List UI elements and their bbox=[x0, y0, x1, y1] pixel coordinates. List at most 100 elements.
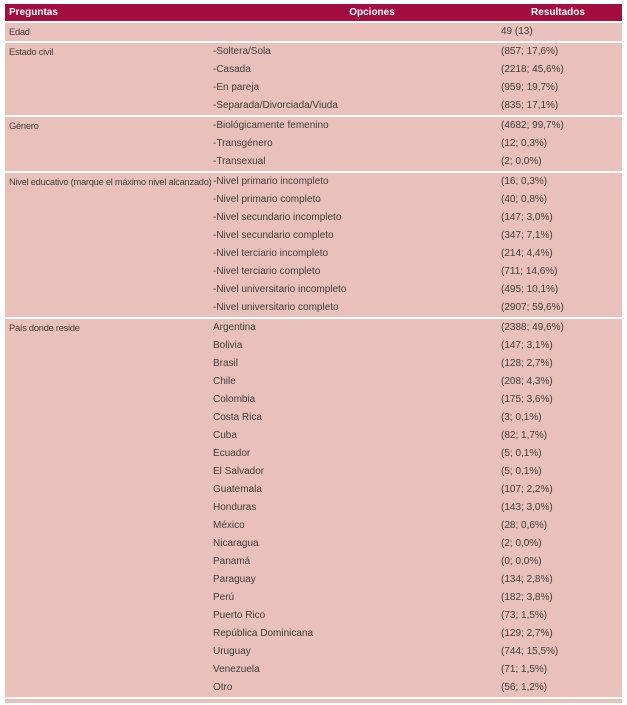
question-cell bbox=[5, 299, 209, 317]
result-cell: (182; 3,8%) bbox=[501, 592, 553, 603]
question-cell bbox=[5, 355, 209, 373]
result-cell: (208; 4,3%) bbox=[501, 376, 553, 387]
result-cell: (2; 0,0%) bbox=[501, 538, 542, 549]
table-row: Honduras (143; 3,0%) bbox=[5, 499, 622, 517]
table-row: -Nivel universitario completo (2907; 59,… bbox=[5, 299, 622, 317]
survey-results-table: Preguntas Opciones Resultados Edad 49 (1… bbox=[5, 4, 622, 703]
table-row: -Casada (2218; 45,6%) bbox=[5, 61, 622, 79]
table-row: Costa Rica (3; 0,1%) bbox=[5, 409, 622, 427]
result-cell: (147; 3,1%) bbox=[501, 340, 553, 351]
table-row: -Nivel primario completo (40; 0,8%) bbox=[5, 191, 622, 209]
option-cell: -Transexual bbox=[213, 156, 266, 167]
question-section: Nivel educativo (marque el máximo nivel … bbox=[5, 173, 622, 317]
table-row: Otro (56; 1,2%) bbox=[5, 679, 622, 697]
result-cell: 49 (13) bbox=[501, 26, 533, 37]
question-cell: Estado civil bbox=[9, 47, 54, 57]
result-cell: (175; 3,6%) bbox=[501, 394, 553, 405]
option-cell: Colombia bbox=[213, 394, 256, 405]
table-row: -Separada/Divorciada/Viuda (835; 17,1%) bbox=[5, 97, 622, 115]
result-cell: (12; 0,3%) bbox=[501, 138, 548, 149]
question-cell bbox=[5, 553, 209, 571]
result-cell: (28; 0,6%) bbox=[501, 520, 548, 531]
option-cell: Costa Rica bbox=[213, 412, 262, 423]
question-cell bbox=[5, 517, 209, 535]
table-row: Guatemala (107; 2,2%) bbox=[5, 481, 622, 499]
question-section: Edad 49 (13) bbox=[5, 23, 622, 41]
table-row: Ecuador (5; 0,1%) bbox=[5, 445, 622, 463]
result-cell: (3; 0,1%) bbox=[501, 412, 542, 423]
table-row: El Salvador (5; 0,1%) bbox=[5, 463, 622, 481]
result-cell: (347; 7,1%) bbox=[501, 230, 553, 241]
option-cell: Chile bbox=[213, 376, 236, 387]
question-cell: Edad bbox=[9, 27, 30, 37]
result-cell: (744; 15,5%) bbox=[501, 646, 559, 657]
option-cell: Venezuela bbox=[213, 664, 260, 675]
result-cell: (40; 0,8%) bbox=[501, 194, 548, 205]
question-section: Estado civil -Soltera/Sola (857; 17,6%) … bbox=[5, 43, 622, 115]
table-row: Colombia (175; 3,6%) bbox=[5, 391, 622, 409]
table-row: Brasil (128; 2,7%) bbox=[5, 355, 622, 373]
table-row: -Nivel secundario incompleto (147; 3,0%) bbox=[5, 209, 622, 227]
result-cell: (134; 2,8%) bbox=[501, 574, 553, 585]
question-cell bbox=[5, 281, 209, 299]
option-cell: Bolivia bbox=[213, 340, 243, 351]
option-cell: Paraguay bbox=[213, 574, 256, 585]
option-cell: -Separada/Divorciada/Viuda bbox=[213, 100, 338, 111]
table-row: Cuba (82; 1,7%) bbox=[5, 427, 622, 445]
option-cell: Honduras bbox=[213, 502, 257, 513]
option-cell: México bbox=[213, 520, 245, 531]
option-cell: Nicaragua bbox=[213, 538, 259, 549]
question-cell bbox=[5, 263, 209, 281]
next-table-section-edge bbox=[5, 699, 622, 703]
result-cell: (82; 1,7%) bbox=[501, 430, 548, 441]
table-row: Edad 49 (13) bbox=[5, 23, 622, 41]
result-cell: (0; 0,0%) bbox=[501, 556, 542, 567]
option-cell: -Nivel universitario completo bbox=[213, 302, 339, 313]
option-cell: Ecuador bbox=[213, 448, 251, 459]
option-cell: República Dominicana bbox=[213, 628, 314, 639]
table-row: País donde reside Argentina (2388; 49,6%… bbox=[5, 319, 622, 337]
result-cell: (711; 14,6%) bbox=[501, 266, 558, 277]
question-cell bbox=[5, 607, 209, 625]
result-cell: (857; 17,6%) bbox=[501, 46, 559, 57]
table-row: Paraguay (134; 2,8%) bbox=[5, 571, 622, 589]
question-cell bbox=[5, 245, 209, 263]
table-row: -Nivel terciario incompleto (214; 4,4%) bbox=[5, 245, 622, 263]
result-cell: (16; 0,3%) bbox=[501, 176, 548, 187]
question-cell bbox=[5, 391, 209, 409]
result-cell: (495; 10,1%) bbox=[501, 284, 559, 295]
question-cell bbox=[5, 153, 209, 171]
table-row: -Nivel terciario completo (711; 14,6%) bbox=[5, 263, 622, 281]
column-header-opciones: Opciones bbox=[349, 6, 395, 18]
question-cell bbox=[5, 227, 209, 245]
question-cell bbox=[5, 79, 209, 97]
result-cell: (2218; 45,6%) bbox=[501, 64, 564, 75]
option-cell: -En pareja bbox=[213, 82, 260, 93]
result-cell: (835; 17,1%) bbox=[501, 100, 559, 111]
table-row: México (28; 0,6%) bbox=[5, 517, 622, 535]
question-cell bbox=[5, 97, 209, 115]
result-cell: (959; 19,7%) bbox=[501, 82, 559, 93]
option-cell: Brasil bbox=[213, 358, 239, 369]
question-cell bbox=[5, 135, 209, 153]
option-cell: -Nivel terciario completo bbox=[213, 266, 321, 277]
option-cell: Guatemala bbox=[213, 484, 262, 495]
question-cell bbox=[5, 61, 209, 79]
table-row: Bolivia (147; 3,1%) bbox=[5, 337, 622, 355]
table-row: -Nivel secundario completo (347; 7,1%) bbox=[5, 227, 622, 245]
result-cell: (4682; 99,7%) bbox=[501, 120, 564, 131]
option-cell: Uruguay bbox=[213, 646, 251, 657]
table-row: República Dominicana (129; 2,7%) bbox=[5, 625, 622, 643]
option-cell: -Nivel secundario incompleto bbox=[213, 212, 342, 223]
result-cell: (56; 1,2%) bbox=[501, 682, 548, 693]
result-cell: (2907; 59,6%) bbox=[501, 302, 564, 313]
question-section: Género -Biológicamente femenino (4682; 9… bbox=[5, 117, 622, 171]
result-cell: (2388; 49,6%) bbox=[501, 322, 564, 333]
question-cell bbox=[5, 463, 209, 481]
table-row: Estado civil -Soltera/Sola (857; 17,6%) bbox=[5, 43, 622, 61]
option-cell: -Casada bbox=[213, 64, 251, 75]
option-cell: Cuba bbox=[213, 430, 237, 441]
option-cell: -Nivel universitario incompleto bbox=[213, 284, 347, 295]
question-cell bbox=[5, 625, 209, 643]
